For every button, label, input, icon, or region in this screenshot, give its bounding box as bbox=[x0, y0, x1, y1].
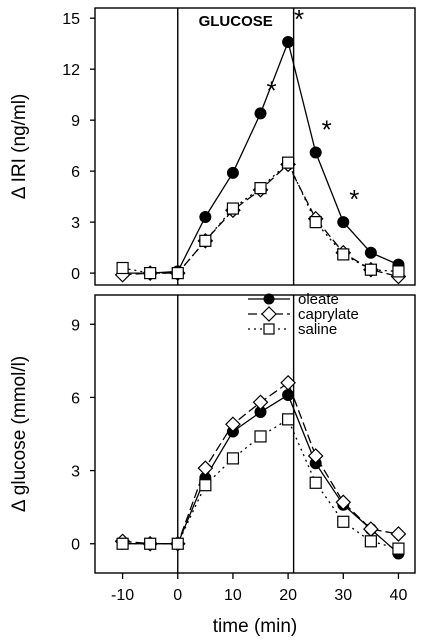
legend-caprylate-marker bbox=[261, 306, 277, 322]
glucose-saline-point bbox=[116, 537, 129, 550]
glucose-caprylate-point bbox=[307, 448, 324, 464]
legend-caprylate-label: caprylate bbox=[298, 306, 359, 323]
glucose-caprylate-point bbox=[197, 460, 214, 476]
significance-star: * bbox=[266, 75, 276, 105]
iri-saline-point bbox=[116, 261, 129, 275]
iri-y-tick-label: 0 bbox=[71, 266, 80, 283]
glucose-saline-point bbox=[226, 452, 240, 465]
glucose-caprylate-point bbox=[280, 374, 296, 391]
iri-oleate-point bbox=[254, 107, 267, 120]
iri-saline-point bbox=[309, 216, 322, 229]
x-tick-label: -10 bbox=[111, 587, 134, 604]
x-tick-label: 40 bbox=[390, 587, 408, 604]
glucose-saline-point bbox=[144, 537, 157, 550]
iri-oleate-point bbox=[309, 146, 322, 159]
glucose-saline-point bbox=[392, 542, 405, 555]
iri-saline-line bbox=[122, 161, 399, 274]
iri-oleate-point bbox=[199, 211, 212, 224]
iri-oleate-point bbox=[364, 246, 377, 259]
glucose-y-tick-label: 6 bbox=[71, 390, 80, 407]
glucose-caprylate-point bbox=[225, 416, 241, 433]
iri-y-tick-label: 3 bbox=[71, 215, 80, 232]
bottom-panel-glucose: 0 3 6 9 -10 0 10 20 30 40 Δ glucose (mmol/l) time (… bbox=[9, 294, 416, 637]
glucose-oleate-line bbox=[122, 394, 399, 554]
iri-saline-point bbox=[144, 267, 157, 280]
significance-star: * bbox=[322, 114, 332, 144]
glucose-saline-point bbox=[309, 476, 322, 489]
glucose-caprylate-point bbox=[252, 394, 269, 411]
x-tick-label: 20 bbox=[279, 587, 297, 604]
iri-y-axis-title: Δ IRI (ng/ml) bbox=[9, 94, 30, 200]
legend-saline-marker bbox=[263, 323, 275, 335]
iri-y-tick-label: 15 bbox=[62, 11, 80, 28]
glucose-y-tick-label: 3 bbox=[71, 464, 80, 481]
iri-y-tick-label: 6 bbox=[71, 164, 80, 181]
x-tick-label: 30 bbox=[334, 587, 352, 604]
stimulus-label: GLUCOSE bbox=[199, 13, 273, 30]
glucose-saline-point bbox=[171, 537, 184, 550]
legend-oleate-marker bbox=[263, 293, 275, 305]
iri-saline-point bbox=[226, 202, 240, 215]
top-panel-iri: 0 3 6 9 12 15 Δ IRI (ng/ml) GLUCOSE * * * * bbox=[9, 4, 416, 286]
significance-star: * bbox=[294, 4, 304, 34]
significance-star: * bbox=[349, 184, 359, 214]
glucose-saline-point bbox=[364, 535, 377, 548]
iri-oleate-point bbox=[226, 166, 239, 179]
iri-oleate-point bbox=[282, 35, 295, 48]
legend-saline-label: saline bbox=[298, 321, 337, 338]
iri-saline-point bbox=[199, 234, 212, 247]
glucose-saline-point bbox=[254, 430, 267, 443]
iri-saline-point bbox=[282, 156, 295, 169]
iri-saline-point bbox=[254, 182, 267, 195]
glucose-caprylate-point bbox=[335, 494, 352, 511]
x-tick-label: 0 bbox=[173, 587, 182, 604]
glucose-y-tick-label: 9 bbox=[71, 317, 80, 334]
x-axis-title: time (min) bbox=[213, 616, 297, 637]
iri-y-tick-label: 9 bbox=[71, 113, 80, 130]
iri-saline-point bbox=[337, 248, 350, 261]
glucose-saline-point bbox=[199, 479, 212, 492]
glucose-saline-point bbox=[282, 413, 295, 426]
iri-oleate-point bbox=[337, 216, 350, 229]
glucose-oleate-point bbox=[282, 388, 295, 401]
glucose-saline-point bbox=[337, 515, 350, 528]
legend-oleate-label: oleate bbox=[298, 291, 339, 308]
iri-y-tick-label: 12 bbox=[62, 62, 80, 79]
glucose-y-tick-label: 0 bbox=[71, 537, 80, 554]
iri-oleate-line bbox=[122, 39, 399, 274]
iri-saline-point bbox=[392, 265, 405, 278]
iri-plot-frame bbox=[94, 7, 416, 286]
glucose-y-axis-title: Δ glucose (mmol/l) bbox=[9, 356, 30, 512]
x-tick-label: 10 bbox=[224, 587, 242, 604]
iri-caprylate-line bbox=[122, 163, 399, 278]
iri-saline-point bbox=[364, 263, 377, 276]
glucose-caprylate-point bbox=[390, 526, 407, 542]
iri-saline-point bbox=[171, 267, 184, 280]
glucose-plot-frame bbox=[94, 294, 416, 574]
